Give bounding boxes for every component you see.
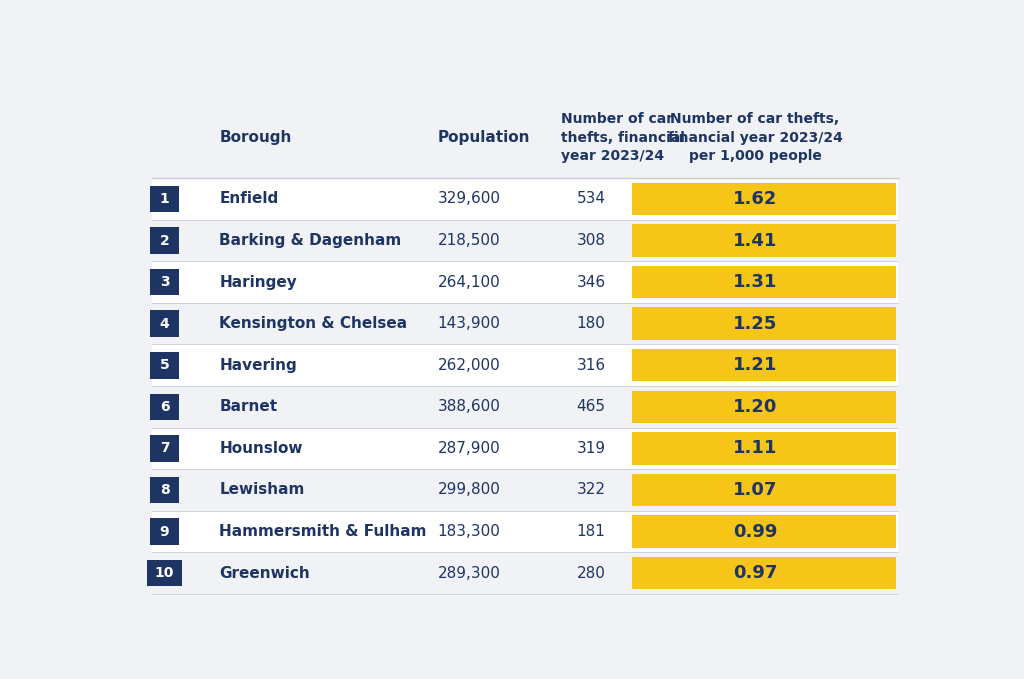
Text: 1.20: 1.20 [733,398,777,416]
FancyBboxPatch shape [632,390,896,423]
Text: 299,800: 299,800 [437,483,501,498]
Text: Havering: Havering [219,358,297,373]
Text: Hounslow: Hounslow [219,441,303,456]
Text: 1.31: 1.31 [733,273,777,291]
Text: Lewisham: Lewisham [219,483,304,498]
Text: 0.97: 0.97 [733,564,777,582]
Text: 0.99: 0.99 [733,523,777,540]
Text: 9: 9 [160,524,169,538]
Text: 465: 465 [577,399,605,414]
Text: 218,500: 218,500 [437,233,500,248]
Text: Haringey: Haringey [219,274,297,290]
FancyBboxPatch shape [150,352,179,379]
FancyBboxPatch shape [152,261,898,303]
Text: Kensington & Chelsea: Kensington & Chelsea [219,316,408,331]
Text: 3: 3 [160,275,169,289]
Text: 143,900: 143,900 [437,316,501,331]
Text: Number of car thefts,
financial year 2023/24
per 1,000 people: Number of car thefts, financial year 202… [668,112,843,163]
Text: 1.25: 1.25 [733,314,777,333]
FancyBboxPatch shape [150,477,179,503]
Text: 316: 316 [577,358,605,373]
Text: 7: 7 [160,441,169,456]
Text: Borough: Borough [219,130,292,145]
FancyBboxPatch shape [146,559,182,587]
Text: Population: Population [437,130,530,145]
FancyBboxPatch shape [632,515,896,548]
Text: 322: 322 [577,483,605,498]
Text: 1.21: 1.21 [733,356,777,374]
FancyBboxPatch shape [152,428,898,469]
FancyBboxPatch shape [152,552,898,594]
Text: Greenwich: Greenwich [219,566,310,581]
FancyBboxPatch shape [152,386,898,428]
Text: 308: 308 [577,233,605,248]
Text: 1.41: 1.41 [733,232,777,250]
Text: 4: 4 [160,316,169,331]
Text: 534: 534 [577,191,605,206]
Text: 319: 319 [577,441,605,456]
FancyBboxPatch shape [632,266,896,298]
FancyBboxPatch shape [152,344,898,386]
Text: Barking & Dagenham: Barking & Dagenham [219,233,401,248]
FancyBboxPatch shape [150,435,179,462]
FancyBboxPatch shape [632,308,896,340]
Text: 1.07: 1.07 [733,481,777,499]
Text: 10: 10 [155,566,174,580]
Text: 264,100: 264,100 [437,274,501,290]
FancyBboxPatch shape [632,224,896,257]
Text: Enfield: Enfield [219,191,279,206]
Text: 1.62: 1.62 [733,190,777,208]
Text: 6: 6 [160,400,169,414]
FancyBboxPatch shape [150,185,179,213]
FancyBboxPatch shape [150,227,179,254]
Text: Number of car
thefts, financial
year 2023/24: Number of car thefts, financial year 202… [560,112,684,163]
FancyBboxPatch shape [632,183,896,215]
FancyBboxPatch shape [632,349,896,382]
FancyBboxPatch shape [150,518,179,545]
Text: 262,000: 262,000 [437,358,501,373]
Text: Barnet: Barnet [219,399,278,414]
FancyBboxPatch shape [152,469,898,511]
FancyBboxPatch shape [150,269,179,295]
Text: 1.11: 1.11 [733,439,777,458]
Text: 8: 8 [160,483,169,497]
Text: 329,600: 329,600 [437,191,501,206]
FancyBboxPatch shape [150,394,179,420]
Text: 2: 2 [160,234,169,248]
FancyBboxPatch shape [632,432,896,464]
Text: 388,600: 388,600 [437,399,501,414]
FancyBboxPatch shape [152,178,898,220]
Text: 181: 181 [577,524,605,539]
FancyBboxPatch shape [632,474,896,506]
Text: 289,300: 289,300 [437,566,501,581]
Text: 346: 346 [577,274,605,290]
Text: 1: 1 [160,192,169,206]
FancyBboxPatch shape [152,511,898,552]
FancyBboxPatch shape [150,310,179,337]
Text: 5: 5 [160,359,169,372]
FancyBboxPatch shape [152,220,898,261]
FancyBboxPatch shape [152,303,898,344]
FancyBboxPatch shape [632,557,896,589]
Text: 183,300: 183,300 [437,524,501,539]
Text: 280: 280 [577,566,605,581]
Text: 180: 180 [577,316,605,331]
Text: 287,900: 287,900 [437,441,501,456]
Text: Hammersmith & Fulham: Hammersmith & Fulham [219,524,427,539]
